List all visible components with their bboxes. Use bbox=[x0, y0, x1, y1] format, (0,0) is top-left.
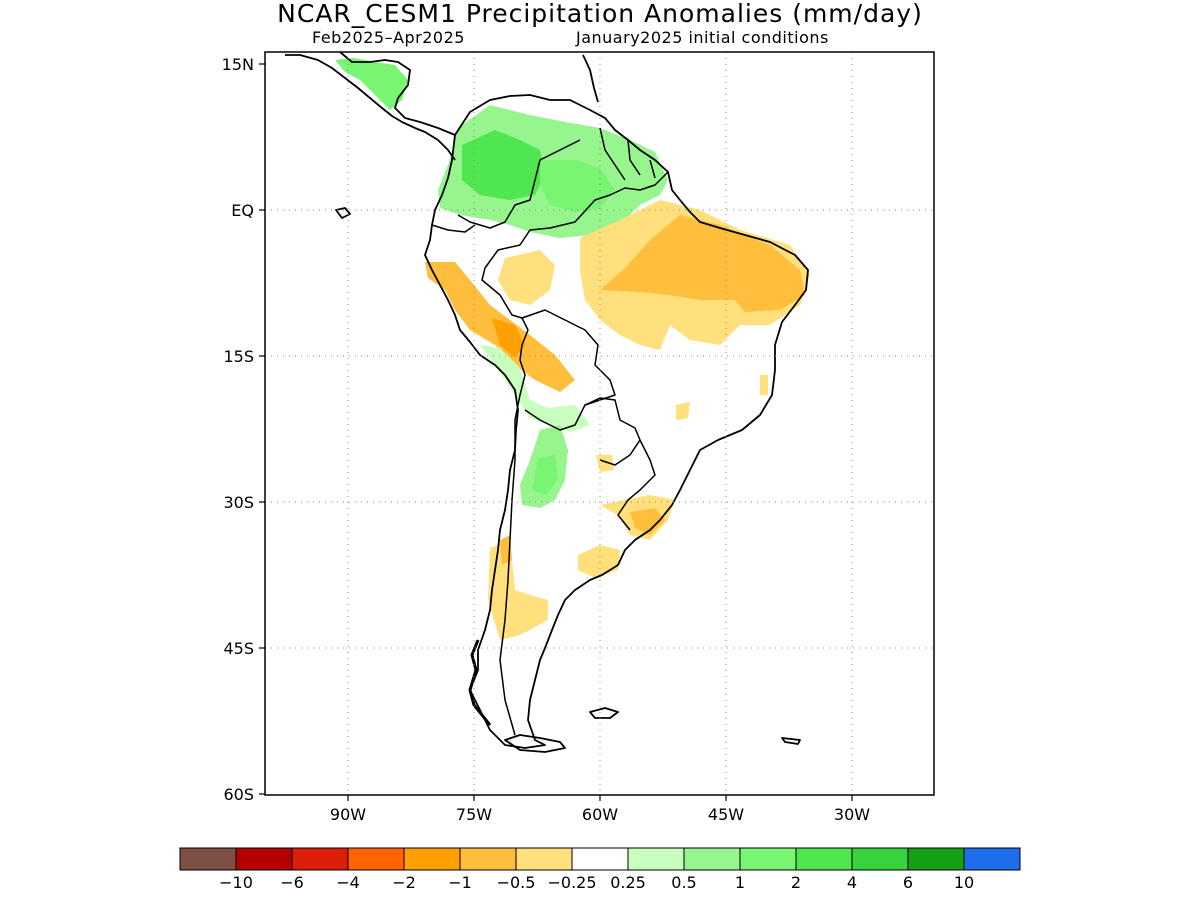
lat-label: 45S bbox=[223, 639, 254, 658]
lat-tick-marks bbox=[259, 63, 265, 795]
coastlines bbox=[285, 52, 809, 753]
lat-label: 15N bbox=[222, 55, 254, 74]
colorbar-swatch bbox=[403, 847, 461, 871]
anomaly-dry-northeast-moderate bbox=[600, 215, 805, 312]
colorbar-swatch bbox=[627, 847, 685, 871]
lon-label: 75W bbox=[456, 805, 492, 824]
colorbar-label: 0.25 bbox=[610, 873, 646, 892]
lon-tick-marks bbox=[347, 795, 853, 801]
coast-caribbean-islands bbox=[582, 54, 599, 103]
colorbar-swatch bbox=[235, 847, 293, 871]
lon-label: 90W bbox=[330, 805, 366, 824]
colorbar-swatch bbox=[963, 847, 1021, 871]
anomaly-dry-peru-core bbox=[492, 318, 525, 358]
colorbar-label: 1 bbox=[735, 873, 745, 892]
border-paraguay bbox=[584, 397, 641, 466]
border-bolivia bbox=[521, 309, 616, 431]
border-andes bbox=[481, 244, 529, 736]
anomaly-dry-parana bbox=[596, 455, 614, 472]
anomaly-wet-chaco-core bbox=[532, 455, 558, 495]
lon-label: 60W bbox=[582, 805, 618, 824]
lat-label: 30S bbox=[223, 493, 254, 512]
colorbar-label: 0.5 bbox=[671, 873, 696, 892]
colorbar-swatch bbox=[795, 847, 853, 871]
lon-label: 30W bbox=[834, 805, 870, 824]
border-brazil-west bbox=[519, 171, 669, 246]
anomaly-dry-minas bbox=[760, 375, 768, 395]
colorbar-swatch bbox=[851, 847, 909, 871]
colorbar-label: −0.5 bbox=[497, 873, 536, 892]
anomaly-wet-central-america bbox=[335, 58, 408, 110]
forecast-period: Feb2025–Apr2025 bbox=[312, 28, 465, 47]
lat-label: 15S bbox=[223, 347, 254, 366]
colorbar-swatch bbox=[683, 847, 741, 871]
lon-label: 45W bbox=[708, 805, 744, 824]
anomaly-dry-patagonia bbox=[488, 540, 548, 640]
coast-south-america bbox=[424, 94, 809, 749]
colorbar-label: 4 bbox=[847, 873, 857, 892]
border-argentina-brazil bbox=[617, 439, 656, 531]
anomaly-dry-amazon-center bbox=[498, 250, 555, 305]
border-guianas bbox=[599, 127, 656, 181]
colorbar bbox=[179, 847, 1021, 871]
anomaly-wet-bolivia bbox=[480, 345, 590, 432]
border-ecuador-peru bbox=[431, 224, 476, 233]
page-title: NCAR_CESM1 Precipitation Anomalies (mm/d… bbox=[277, 0, 923, 28]
coast-falklands bbox=[589, 707, 619, 719]
colorbar-swatch bbox=[459, 847, 517, 871]
colorbar-swatch bbox=[291, 847, 349, 871]
colorbar-label: −10 bbox=[219, 873, 253, 892]
initial-conditions: January2025 initial conditions bbox=[576, 28, 829, 47]
colorbar-swatch bbox=[739, 847, 797, 871]
coast-central-america bbox=[285, 54, 456, 161]
colorbar-labels: −10 −6 −4 −2 −1 −0.5 −0.25 0.25 0.5 1 2 4 6 10 bbox=[219, 873, 974, 892]
colorbar-swatch bbox=[907, 847, 965, 871]
coast-south-georgia bbox=[781, 737, 801, 745]
colorbar-swatch bbox=[347, 847, 405, 871]
colorbar-label: −6 bbox=[280, 873, 304, 892]
coast-chile-fjords bbox=[468, 639, 492, 726]
colorbar-label: −2 bbox=[392, 873, 416, 892]
colorbar-label: −1 bbox=[448, 873, 472, 892]
colorbar-swatch bbox=[571, 847, 629, 871]
coast-tierra-del-fuego bbox=[504, 734, 566, 753]
coast-caribbean-ca bbox=[339, 52, 456, 136]
lon-labels: 90W 75W 60W 45W 30W bbox=[330, 805, 870, 824]
coast-galapagos bbox=[335, 207, 351, 219]
border-colombia bbox=[457, 139, 581, 229]
colorbar-label: −0.25 bbox=[547, 873, 596, 892]
colorbar-label: 6 bbox=[903, 873, 913, 892]
anomaly-dry-uruguay-core bbox=[630, 508, 665, 535]
colorbar-swatch bbox=[515, 847, 573, 871]
lat-labels: 15N EQ 15S 30S 45S 60S bbox=[222, 55, 254, 804]
colorbar-label: 2 bbox=[791, 873, 801, 892]
anomaly-wet-northwest-core bbox=[462, 130, 545, 200]
colorbar-label: −4 bbox=[336, 873, 360, 892]
colorbar-swatch bbox=[179, 847, 237, 871]
lat-label: 60S bbox=[223, 785, 254, 804]
lat-label: EQ bbox=[231, 201, 254, 220]
anomaly-dry-brazil-coast bbox=[676, 402, 690, 420]
colorbar-label: 10 bbox=[954, 873, 974, 892]
